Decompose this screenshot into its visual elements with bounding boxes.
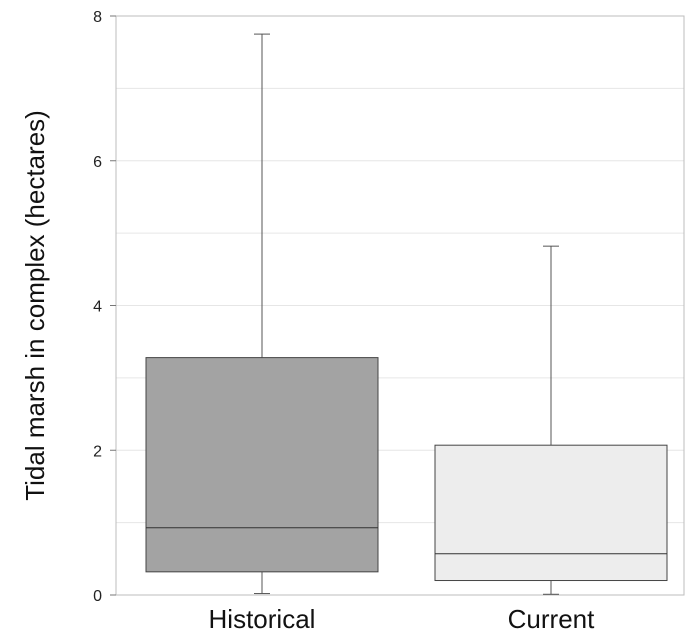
x-category-label: Historical (209, 604, 316, 634)
y-axis-title: Tidal marsh in complex (hectares) (20, 110, 50, 501)
iqr-box (145, 357, 379, 573)
y-tick-label: 2 (93, 443, 102, 460)
y-ticks: 0 2 4 6 8 (93, 9, 116, 605)
box-current (434, 245, 668, 595)
y-tick-label: 6 (93, 154, 102, 171)
x-category-label: Current (508, 604, 595, 634)
iqr-box (434, 444, 668, 582)
y-tick-label: 4 (93, 299, 102, 316)
category-labels: Historical Current (209, 604, 596, 634)
y-tick-label: 0 (93, 588, 102, 605)
y-tick-label: 8 (93, 9, 102, 26)
boxes (145, 33, 668, 595)
box-historical (145, 33, 379, 595)
